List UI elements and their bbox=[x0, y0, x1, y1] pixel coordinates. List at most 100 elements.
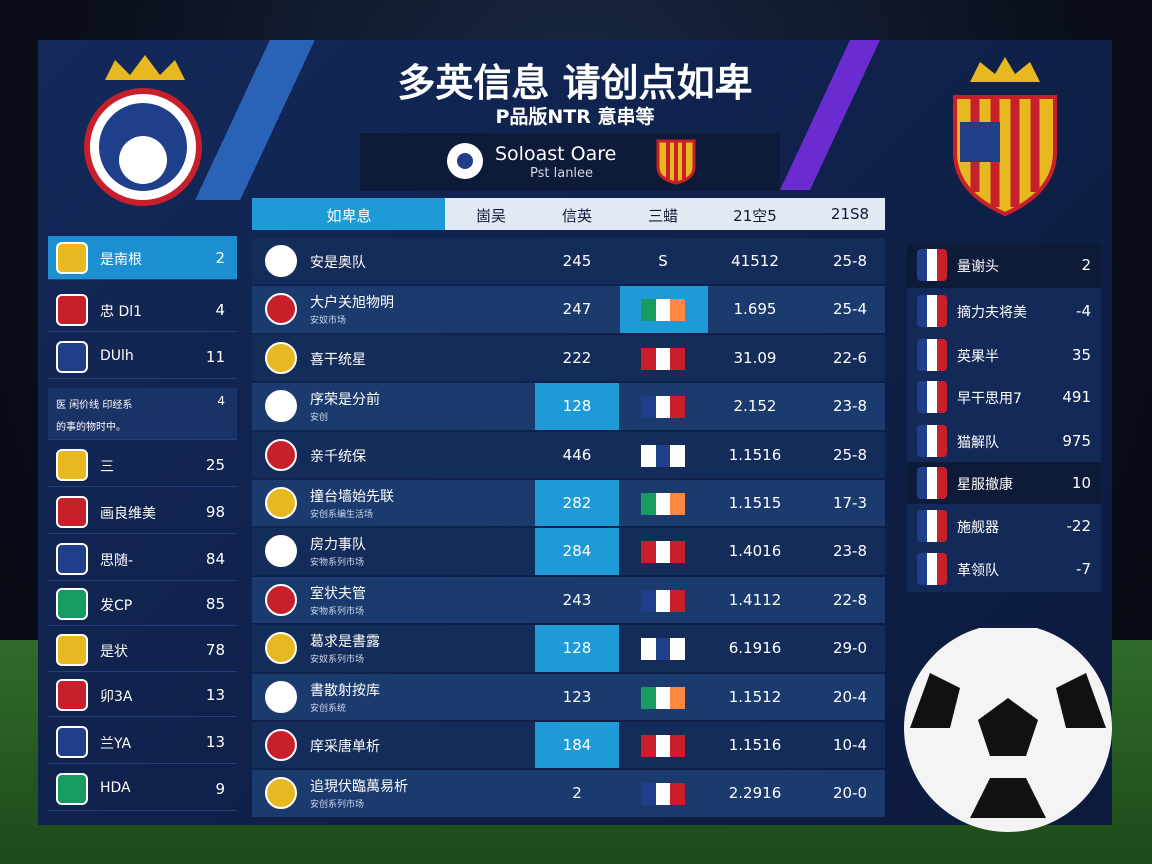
item-name: HDA bbox=[100, 780, 131, 796]
item-icon bbox=[56, 543, 88, 575]
list-item: 卯3A 13 bbox=[48, 673, 237, 717]
list-item: HDA 9 bbox=[48, 767, 237, 811]
score: 23-8 bbox=[832, 397, 868, 416]
note-line: 医 闲价线 印经系 bbox=[56, 400, 133, 411]
item-value: 13 bbox=[205, 733, 225, 751]
table-row: 喜干统星 222 31.09 22-6 bbox=[252, 334, 885, 382]
list-item: 早干思用7 491 bbox=[907, 376, 1101, 418]
item-value: -22 bbox=[1066, 517, 1092, 535]
item-name: 英果半 bbox=[957, 349, 999, 365]
team-name: 喜干统星 bbox=[310, 351, 366, 368]
team-name: 撞台墙始先联 bbox=[310, 489, 394, 505]
team-icon bbox=[265, 293, 297, 326]
score: 10-4 bbox=[832, 736, 868, 754]
flag bbox=[641, 541, 686, 564]
table-row: 撞台墙始先联 安创系编生活场 282 1.1515 17-3 bbox=[252, 480, 885, 527]
value-highlight bbox=[535, 528, 619, 575]
table-row: 亲千统保 446 1.1516 25-8 bbox=[252, 431, 885, 478]
table-row: 序荣是分前安创 128 2.152 23-8 bbox=[252, 383, 885, 430]
item-value: 491 bbox=[1062, 388, 1091, 406]
item-value: -7 bbox=[1076, 560, 1091, 578]
item-value: 78 bbox=[205, 641, 225, 659]
column-header: 三蜡 bbox=[647, 207, 678, 225]
flag bbox=[641, 493, 686, 515]
list-item: 是状 78 bbox=[48, 628, 237, 672]
team-sub: 安创系列市场 bbox=[310, 800, 365, 811]
team-sub: 安创系统 bbox=[310, 703, 347, 714]
rate: 31.09 bbox=[733, 348, 777, 367]
item-value: 85 bbox=[205, 595, 225, 613]
team-name: 安是奥队 bbox=[310, 255, 366, 271]
rate: 1.4016 bbox=[728, 542, 782, 561]
item-icon bbox=[56, 773, 88, 805]
team-name: 序荣是分前 bbox=[310, 392, 380, 409]
value-highlight bbox=[535, 722, 619, 769]
rate: 1.1512 bbox=[728, 687, 782, 706]
rate: 41512 bbox=[731, 252, 779, 270]
item-name: 早干思用7 bbox=[957, 391, 1022, 407]
score: 22-6 bbox=[832, 348, 868, 367]
title: 多英信息 请创点如卑 bbox=[397, 61, 753, 105]
flag bbox=[641, 299, 686, 322]
flag bbox=[641, 347, 686, 370]
item-name: 施舰器 bbox=[957, 520, 999, 536]
item-icon bbox=[917, 553, 947, 585]
list-item: 发CP 85 bbox=[48, 582, 237, 626]
list-item: 忠 Dl1 4 bbox=[48, 288, 237, 332]
soccer-ball bbox=[904, 628, 1112, 832]
item-icon bbox=[56, 449, 88, 481]
score: 25-4 bbox=[832, 300, 868, 319]
value-highlight bbox=[535, 383, 619, 430]
header-highlight bbox=[252, 198, 445, 230]
column-header: 21S8 bbox=[830, 205, 870, 223]
item-name: 猫解队 bbox=[957, 435, 999, 451]
item-name: 忠 Dl1 bbox=[100, 304, 143, 320]
list-item: 是南根 2 bbox=[48, 236, 237, 280]
item-value: 84 bbox=[205, 550, 225, 568]
item-icon bbox=[917, 510, 947, 542]
table-row: 書散射按库 安创系统 123 1.1512 20-4 bbox=[252, 673, 885, 720]
team-sub: 安创 bbox=[310, 413, 329, 424]
item-icon bbox=[56, 496, 88, 528]
item-value: 25 bbox=[205, 456, 225, 474]
item-icon bbox=[917, 295, 947, 327]
team-sub: 安奴系列市场 bbox=[310, 655, 365, 666]
team-icon bbox=[265, 341, 297, 374]
stripe bbox=[180, 40, 330, 200]
item-name: DUlh bbox=[100, 348, 134, 364]
team-name: 追現伏臨萬易析 bbox=[310, 779, 408, 796]
team-icon bbox=[265, 632, 297, 665]
item-icon bbox=[917, 339, 947, 371]
item-name: 是状 bbox=[100, 644, 128, 660]
value: 184 bbox=[562, 736, 592, 754]
rate: 2.152 bbox=[733, 397, 777, 416]
team-icon bbox=[265, 583, 297, 616]
table-row: 葛求是書露 安奴系列市场 128 6.1916 29-0 bbox=[252, 625, 885, 672]
crest-right bbox=[953, 57, 1057, 217]
table-row: 大户关旭物明 安奴市场 247 1.695 25-4 bbox=[252, 286, 885, 333]
column-header: 如卑息 bbox=[326, 207, 372, 225]
value: 282 bbox=[562, 494, 592, 512]
item-value: 4 bbox=[215, 301, 225, 319]
rate: 2.2916 bbox=[728, 784, 782, 803]
rate: 1.1515 bbox=[728, 494, 782, 512]
value: 128 bbox=[562, 397, 592, 416]
team-name: 亲千统保 bbox=[310, 448, 366, 465]
column-header: 崮吴 bbox=[475, 207, 506, 225]
team-name: 葛求是書露 bbox=[310, 634, 380, 651]
team-name: 書散射按库 bbox=[310, 682, 380, 699]
team-icon bbox=[265, 390, 297, 423]
table-row: 追現伏臨萬易析 安创系列市场 2 2.2916 20-0 bbox=[252, 770, 885, 817]
table: 如卑息 崮吴 信英 三蜡 21空5 21S8 安是奥队 245 S 41512 25-8 大户关旭物明… bbox=[252, 198, 885, 818]
team-sub: 安奴市场 bbox=[310, 316, 347, 327]
rate: 1.695 bbox=[733, 300, 777, 319]
list-item: 猫解队 975 bbox=[907, 420, 1101, 462]
item-name: 革领队 bbox=[957, 563, 999, 579]
table-row: 室状夫管 安物系列市场 243 1.4112 22-8 bbox=[252, 576, 885, 624]
item-icon bbox=[56, 294, 88, 326]
team-sub: 安物系列市场 bbox=[310, 606, 365, 617]
column-header: 信英 bbox=[561, 207, 592, 225]
item-value: -4 bbox=[1076, 302, 1091, 320]
item-value: 11 bbox=[205, 348, 225, 366]
item-icon bbox=[56, 341, 88, 373]
